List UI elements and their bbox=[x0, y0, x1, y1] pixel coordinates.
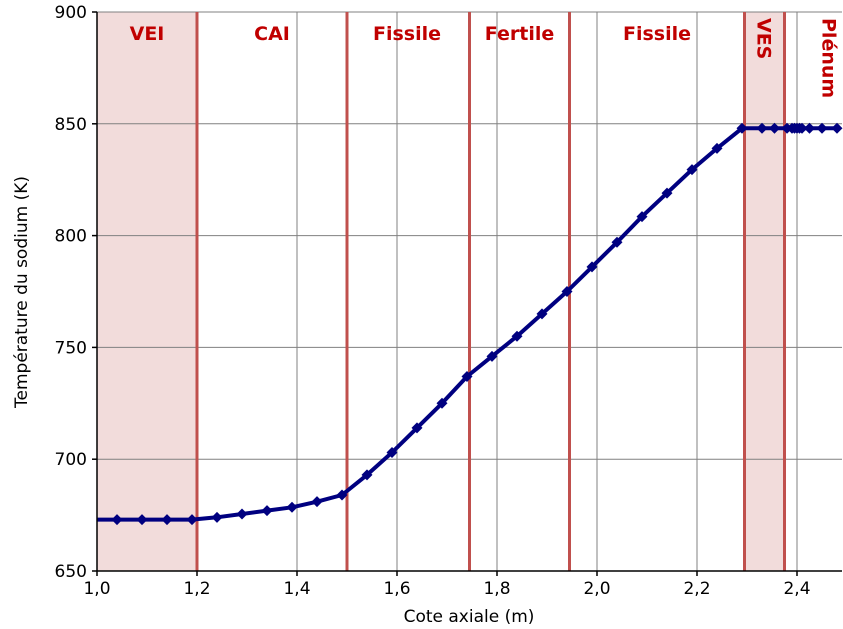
data-point bbox=[161, 514, 173, 526]
zone-boundaries bbox=[195, 12, 786, 571]
data-point bbox=[411, 422, 423, 434]
x-tick-label-0: 1,0 bbox=[83, 579, 110, 599]
data-point bbox=[311, 496, 323, 508]
data-point bbox=[769, 122, 780, 134]
data-point bbox=[286, 501, 298, 513]
series-line-0 bbox=[97, 126, 837, 522]
data-point bbox=[536, 308, 548, 320]
data-point bbox=[436, 397, 448, 409]
x-tick-label-2: 1,4 bbox=[283, 579, 310, 599]
zone-label-5: VES bbox=[753, 18, 775, 59]
data-point bbox=[361, 469, 373, 481]
zone-label-1: CAI bbox=[254, 23, 290, 45]
data-point bbox=[386, 446, 398, 458]
zone-labels: VEI CAI Fissile Fertile Fissile VES Plénum bbox=[130, 18, 840, 98]
data-point bbox=[756, 122, 768, 134]
series-layer bbox=[97, 122, 843, 526]
zone-label-4: Fissile bbox=[623, 23, 691, 45]
data-point bbox=[636, 211, 648, 223]
shaded-regions bbox=[97, 12, 785, 571]
data-point bbox=[136, 514, 148, 526]
x-tick-labels: 1,0 1,2 1,4 1,6 1,8 2,0 2,2 2,4 bbox=[83, 579, 810, 599]
zone-label-3: Fertile bbox=[485, 23, 554, 45]
data-point bbox=[261, 505, 273, 517]
y-tick-label-1: 700 bbox=[55, 450, 87, 470]
data-point bbox=[186, 514, 198, 526]
data-point bbox=[816, 122, 828, 134]
shaded-region-0 bbox=[97, 12, 197, 571]
zone-label-6: Plénum bbox=[818, 18, 840, 98]
data-point bbox=[686, 164, 698, 176]
data-point bbox=[511, 330, 523, 342]
data-point bbox=[736, 122, 748, 134]
data-point bbox=[796, 122, 808, 134]
y-tick-label-2: 750 bbox=[55, 338, 87, 358]
data-point bbox=[661, 187, 673, 199]
axes bbox=[92, 11, 842, 576]
y-tick-label-0: 650 bbox=[55, 562, 87, 582]
x-tick-label-5: 2,0 bbox=[583, 579, 610, 599]
y-tick-label-3: 800 bbox=[55, 227, 87, 247]
data-point bbox=[486, 350, 498, 362]
x-axis-label: Cote axiale (m) bbox=[404, 607, 535, 627]
data-point bbox=[461, 370, 473, 382]
x-tick-label-4: 1,8 bbox=[483, 579, 510, 599]
data-point bbox=[711, 142, 723, 154]
data-point bbox=[336, 489, 348, 501]
x-tick-label-6: 2,2 bbox=[683, 579, 710, 599]
y-tick-label-5: 900 bbox=[55, 3, 87, 23]
zone-label-2: Fissile bbox=[373, 23, 441, 45]
x-tick-label-1: 1,2 bbox=[183, 579, 210, 599]
data-point bbox=[211, 511, 223, 523]
data-point bbox=[236, 508, 248, 520]
data-point bbox=[586, 261, 598, 273]
x-tick-label-7: 2,4 bbox=[783, 579, 810, 599]
shaded-region-1 bbox=[744, 12, 785, 571]
data-point bbox=[111, 514, 123, 526]
y-tick-label-4: 850 bbox=[55, 115, 87, 135]
x-tick-label-3: 1,6 bbox=[383, 579, 410, 599]
data-point bbox=[804, 122, 815, 134]
y-axis-label: Température du sodium (K) bbox=[12, 176, 32, 409]
zone-label-0: VEI bbox=[130, 23, 165, 45]
data-point bbox=[561, 286, 573, 297]
data-point bbox=[831, 122, 843, 134]
data-point bbox=[611, 236, 623, 248]
y-tick-labels: 650 700 750 800 850 900 bbox=[55, 3, 87, 582]
